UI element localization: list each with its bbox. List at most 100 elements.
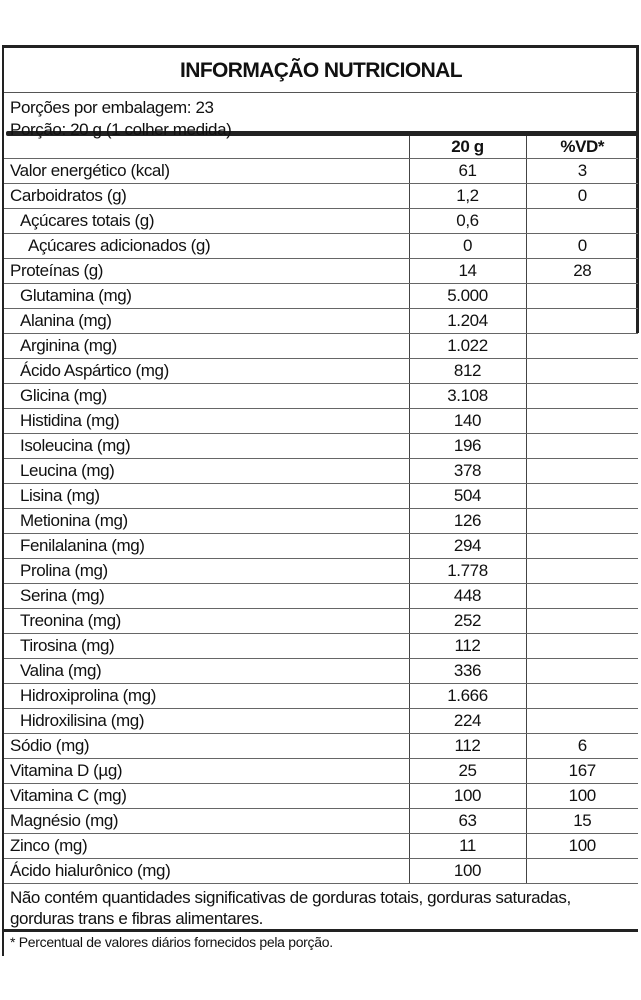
nutrient-amount: 504 [408, 483, 526, 509]
nutrient-amount: 61 [408, 158, 526, 184]
nutrient-label: Glicina (mg) [4, 383, 409, 409]
nutrient-amount: 100 [408, 858, 526, 884]
nutrient-daily-value [525, 308, 638, 334]
table-row: Leucina (mg) 378 [4, 458, 638, 484]
table-row: Prolina (mg) 1.778 [4, 558, 638, 584]
nutrient-label: Histidina (mg) [4, 408, 409, 434]
nutrient-label: Ácido Aspártico (mg) [4, 358, 409, 384]
nutrient-amount: 3.108 [408, 383, 526, 409]
nutrient-amount: 11 [408, 833, 526, 859]
nutrient-amount: 294 [408, 533, 526, 559]
thick-divider-bottom [4, 929, 638, 932]
nutrient-daily-value: 0 [525, 183, 638, 209]
nutrient-daily-value: 0 [525, 233, 638, 259]
table-row: Ácido Aspártico (mg) 812 [4, 358, 638, 384]
nutrient-label: Arginina (mg) [4, 333, 409, 359]
nutrient-label: Açúcares totais (g) [4, 208, 409, 234]
nutrient-amount: 1.778 [408, 558, 526, 584]
nutrient-amount: 196 [408, 433, 526, 459]
footnote: * Percentual de valores diários fornecid… [10, 934, 333, 950]
table-row: Sódio (mg) 112 6 [4, 733, 638, 759]
nutrient-daily-value [525, 608, 638, 634]
nutrient-daily-value [525, 508, 638, 534]
header-label [4, 136, 409, 159]
nutrient-daily-value: 28 [525, 258, 638, 284]
table-row: Arginina (mg) 1.022 [4, 333, 638, 359]
nutrient-daily-value: 6 [525, 733, 638, 759]
table-row: Tirosina (mg) 112 [4, 633, 638, 659]
nutrient-label: Magnésio (mg) [4, 808, 409, 834]
serving-size: Porção: 20 g (1 colher medida) [10, 120, 232, 139]
nutrient-amount: 112 [408, 633, 526, 659]
nutrient-label: Valina (mg) [4, 658, 409, 684]
table-row: Vitamina C (mg) 100 100 [4, 783, 638, 809]
nutrient-daily-value [525, 633, 638, 659]
nutrient-daily-value [525, 683, 638, 709]
nutrient-amount: 1.204 [408, 308, 526, 334]
nutrient-amount: 336 [408, 658, 526, 684]
table-row: Lisina (mg) 504 [4, 483, 638, 509]
nutrient-daily-value [525, 358, 638, 384]
table-row: Glutamina (mg) 5.000 [4, 283, 638, 309]
nutrient-daily-value [525, 433, 638, 459]
nutrient-label: Glutamina (mg) [4, 283, 409, 309]
nutrient-amount: 14 [408, 258, 526, 284]
header-amount: 20 g [408, 136, 526, 159]
nutrient-label: Carboidratos (g) [4, 183, 409, 209]
table-row: Glicina (mg) 3.108 [4, 383, 638, 409]
table-row: Valina (mg) 336 [4, 658, 638, 684]
table-row: Carboidratos (g) 1,2 0 [4, 183, 638, 209]
nutrient-label: Serina (mg) [4, 583, 409, 609]
nutrient-amount: 25 [408, 758, 526, 784]
nutrient-daily-value [525, 208, 638, 234]
thick-divider [6, 131, 638, 136]
table-row: Açúcares adicionados (g) 0 0 [4, 233, 638, 259]
nutrient-daily-value [525, 333, 638, 359]
nutrient-amount: 378 [408, 458, 526, 484]
nutrient-daily-value: 167 [525, 758, 638, 784]
nutrient-amount: 448 [408, 583, 526, 609]
nutrient-amount: 1,2 [408, 183, 526, 209]
table-header: 20 g %VD* [4, 136, 638, 159]
nutrient-amount: 5.000 [408, 283, 526, 309]
nutrient-label: Leucina (mg) [4, 458, 409, 484]
nutrient-daily-value [525, 408, 638, 434]
table-row: Proteínas (g) 14 28 [4, 258, 638, 284]
nutrient-label: Hidroxiprolina (mg) [4, 683, 409, 709]
nutrition-table: 20 g %VD* Valor energético (kcal) 61 3 Carb… [4, 136, 638, 884]
nutrient-daily-value: 15 [525, 808, 638, 834]
nutrient-label: Valor energético (kcal) [4, 158, 409, 184]
table-row: Fenilalanina (mg) 294 [4, 533, 638, 559]
nutrient-amount: 100 [408, 783, 526, 809]
table-row: Ácido hialurônico (mg) 100 [4, 858, 638, 884]
not-significant-note: Não contém quantidades significativas de… [10, 888, 571, 928]
nutrient-label: Proteínas (g) [4, 258, 409, 284]
table-row: Hidroxiprolina (mg) 1.666 [4, 683, 638, 709]
nutrient-daily-value [525, 533, 638, 559]
panel-title: INFORMAÇÃO NUTRICIONAL [4, 48, 638, 93]
table-row: Valor energético (kcal) 61 3 [4, 158, 638, 184]
table-row: Histidina (mg) 140 [4, 408, 638, 434]
nutrient-daily-value: 100 [525, 783, 638, 809]
table-row: Hidroxilisina (mg) 224 [4, 708, 638, 734]
nutrient-daily-value [525, 658, 638, 684]
nutrient-label: Prolina (mg) [4, 558, 409, 584]
nutrient-daily-value [525, 458, 638, 484]
servings-per-package: Porções por embalagem: 23 [10, 98, 214, 117]
header-daily-value: %VD* [525, 136, 638, 159]
nutrient-label: Metionina (mg) [4, 508, 409, 534]
table-row: Zinco (mg) 11 100 [4, 833, 638, 859]
nutrient-amount: 126 [408, 508, 526, 534]
table-row: Magnésio (mg) 63 15 [4, 808, 638, 834]
nutrient-label: Vitamina C (mg) [4, 783, 409, 809]
serving-info: Porções por embalagem: 23 Porção: 20 g (… [4, 93, 638, 139]
nutrient-amount: 224 [408, 708, 526, 734]
nutrient-daily-value [525, 383, 638, 409]
table-row: Treonina (mg) 252 [4, 608, 638, 634]
nutrient-label: Treonina (mg) [4, 608, 409, 634]
nutrient-amount: 1.666 [408, 683, 526, 709]
nutrient-label: Tirosina (mg) [4, 633, 409, 659]
nutrient-label: Sódio (mg) [4, 733, 409, 759]
nutrient-label: Lisina (mg) [4, 483, 409, 509]
nutrient-daily-value [525, 708, 638, 734]
